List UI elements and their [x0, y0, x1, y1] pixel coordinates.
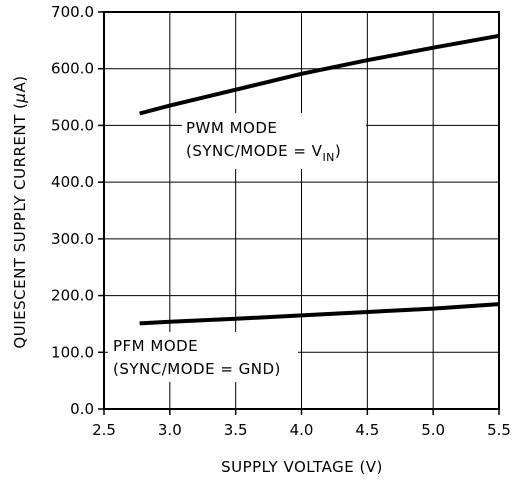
y-tick-label: 0.0 [70, 400, 94, 418]
pwm-mode-label: PWM MODE [186, 119, 277, 137]
x-tick-label: 4.0 [290, 421, 314, 439]
pwm-subscript: IN [322, 151, 334, 164]
y-tick-label: 400.0 [51, 173, 94, 191]
series [139, 33, 500, 326]
x-axis-title: SUPPLY VOLTAGE (V) [221, 458, 383, 476]
x-tick-label: 2.5 [92, 421, 116, 439]
y-tick-label: 500.0 [51, 116, 94, 134]
pfm-mode-condition: (SYNC/MODE = GND) [113, 360, 281, 378]
pfm-label-bg [108, 332, 298, 382]
x-tick-label: 3.0 [158, 421, 182, 439]
y-axis-title: QUIESCENT SUPPLY CURRENT (μA) [11, 75, 29, 348]
x-tick-label: 3.5 [224, 421, 248, 439]
pfm-mode-line [139, 302, 500, 326]
y-tick-label: 600.0 [51, 60, 94, 78]
x-tick-label: 5.5 [487, 421, 511, 439]
y-tick-label: 100.0 [51, 343, 94, 361]
y-tick-label: 700.0 [51, 3, 94, 21]
pfm-mode-label: PFM MODE [113, 337, 198, 355]
x-tick-label: 4.5 [355, 421, 379, 439]
y-tick-label: 300.0 [51, 230, 94, 248]
x-tick-label: 5.0 [421, 421, 445, 439]
pwm-mode-condition: (SYNC/MODE = VIN) [186, 142, 341, 164]
pwm-label-bg [182, 113, 366, 169]
pwm-mode-line [139, 33, 500, 116]
ticks: 2.5 3.0 3.5 4.0 4.5 5.0 5.5 0.0 100.0 200.0 300.0 4… [51, 3, 511, 439]
y-tick-label: 200.0 [51, 287, 94, 305]
